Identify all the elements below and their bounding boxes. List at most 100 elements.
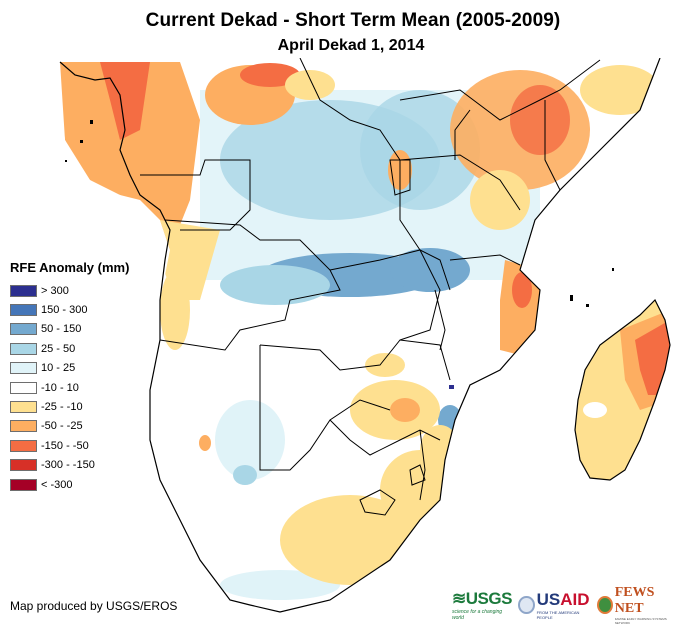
legend-title: RFE Anomaly (mm): [10, 260, 130, 275]
legend-label: 50 - 150: [41, 323, 82, 336]
legend-swatch: [10, 401, 37, 414]
dry-150-50-zone: [512, 272, 532, 308]
wet-10-25-zone: [220, 570, 340, 600]
border-zambia: [329, 249, 441, 341]
border-angola: [159, 219, 341, 351]
island-comoros-2: [586, 304, 589, 307]
legend-item: 150 - 300: [10, 300, 129, 319]
wet-over-300-spot: [449, 385, 454, 389]
legend-swatch: [10, 323, 37, 336]
island-comoros: [570, 295, 573, 301]
legend-item: 50 - 150: [10, 320, 129, 339]
island-annobon: [65, 160, 67, 162]
madagascar-anomaly-layer: [575, 300, 670, 480]
dry-25-10-zone: [380, 450, 460, 530]
border-south-africa-north: [329, 419, 441, 456]
fews-net-logo: FEWS NET FAMINE EARLY WARNING SYSTEMS NE…: [596, 585, 676, 625]
africa-coastline: [59, 58, 661, 613]
legend-label: -25 - -10: [41, 401, 83, 414]
islands: [65, 120, 614, 307]
dry-50-25-zone: [199, 435, 211, 451]
legend-swatch: [10, 459, 37, 472]
legend: RFE Anomaly (mm) > 300 150 - 300 50 - 150 2…: [10, 260, 129, 494]
map-title: Current Dekad - Short Term Mean (2005-20…: [145, 10, 561, 31]
legend-swatch: [10, 478, 37, 491]
legend-label: -10 - 10: [41, 381, 79, 394]
dry-150-50-zone: [510, 85, 570, 155]
wet-10-25-zone: [215, 400, 285, 480]
border-botswana-north: [259, 339, 451, 381]
usaid-tagline: FROM THE AMERICAN PEOPLE: [536, 610, 580, 620]
legend-item: -300 - -150: [10, 456, 129, 475]
legend-item: -50 - -25: [10, 417, 129, 436]
wet-25-50-zone: [220, 265, 330, 305]
legend-swatch: [10, 284, 37, 297]
usgs-logo: ≋USGS science for a changing world: [452, 589, 512, 621]
dry-25-10-zone: [285, 70, 335, 100]
border-namibia-botswana: [259, 345, 391, 471]
dry-25-10-zone: [365, 353, 405, 377]
usaid-aid: AID: [560, 590, 590, 609]
legend-item: -10 - 10: [10, 378, 129, 397]
dry-25-10-zone: [160, 270, 190, 350]
legend-swatch: [10, 381, 37, 394]
usaid-seal-icon: [517, 596, 535, 614]
legend-item: 10 - 25: [10, 359, 129, 378]
dry-25-10-zone: [470, 170, 530, 230]
border-east-africa-north: [399, 59, 601, 121]
border-rwanda-burundi: [389, 159, 411, 196]
legend-label: > 300: [41, 284, 69, 297]
logo-strip: ≋USGS science for a changing world USAID…: [452, 585, 682, 625]
legend-item: 25 - 50: [10, 339, 129, 358]
dry-150-50-zone: [240, 63, 300, 87]
country-borders: [140, 58, 601, 516]
map-subtitle: April Dekad 1, 2014: [277, 37, 425, 54]
border-tanzania-mozambique: [449, 254, 521, 266]
legend-label: 150 - 300: [41, 304, 88, 317]
legend-label: 25 - 50: [41, 342, 76, 355]
globe-icon: [596, 596, 613, 614]
border-kenya-west: [454, 109, 471, 160]
legend-item: > 300: [10, 281, 129, 300]
legend-item: < -300: [10, 475, 129, 494]
border-lesotho: [359, 489, 396, 516]
usgs-name: USGS: [465, 589, 513, 608]
border-kenya-somalia: [544, 100, 561, 191]
legend-swatch: [10, 304, 37, 317]
border-malawi: [434, 289, 446, 351]
legend-label: < -300: [41, 478, 73, 491]
fews-tagline: FAMINE EARLY WARNING SYSTEMS NETWORK: [614, 617, 667, 625]
credit-text: Map produced by USGS/EROS: [10, 599, 178, 613]
border-uganda-kenya-tanzania: [399, 154, 521, 211]
border-gabon-congo: [140, 159, 251, 231]
wet-25-50-zone: [233, 465, 257, 485]
madagascar-coastline: [574, 298, 671, 481]
border-mozambique-sa: [419, 429, 426, 501]
dry-25-10-zone: [580, 65, 660, 115]
dry-50-25-zone: [60, 62, 200, 250]
island-bioko: [90, 120, 93, 124]
usgs-wave-icon: ≋: [452, 589, 466, 608]
usaid-logo: USAID FROM THE AMERICAN PEOPLE: [517, 590, 591, 620]
island-seychelles: [612, 268, 614, 271]
legend-label: -150 - -50: [41, 439, 89, 452]
legend-label: -300 - -150: [41, 459, 95, 472]
legend-swatch: [10, 362, 37, 375]
dry-50-25-zone: [390, 398, 420, 422]
dry-25-10-zone: [280, 495, 420, 585]
legend-swatch: [10, 439, 37, 452]
legend-swatch: [10, 342, 37, 355]
border-eswatini: [409, 464, 426, 486]
rfe-anomaly-map: [59, 58, 671, 613]
legend-label: -50 - -25: [41, 420, 83, 433]
legend-item: -150 - -50: [10, 436, 129, 455]
usaid-us: US: [536, 590, 561, 609]
neutral-zone: [583, 402, 607, 418]
legend-label: 10 - 25: [41, 362, 76, 375]
legend-swatch: [10, 420, 37, 433]
dry-150-50-zone: [635, 320, 670, 395]
legend-item: -25 - -10: [10, 397, 129, 416]
fews-name: FEWS NET: [614, 585, 655, 616]
island-sao-tome: [80, 140, 83, 143]
usgs-tagline: science for a changing world: [452, 609, 503, 621]
